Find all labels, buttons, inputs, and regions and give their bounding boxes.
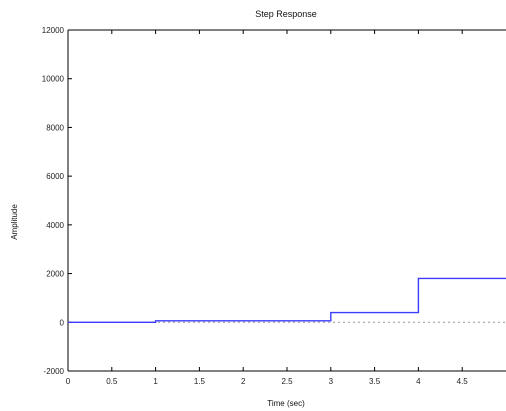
y-tick-label: 12000 <box>42 26 65 35</box>
x-tick-label: 3.5 <box>369 377 381 386</box>
x-tick-label: 4.5 <box>457 377 469 386</box>
x-tick-label: 1.5 <box>194 377 206 386</box>
x-tick-label: 0 <box>66 377 71 386</box>
x-tick-label: 2 <box>241 377 246 386</box>
chart-title: Step Response <box>255 9 317 19</box>
plot-area: 0 0.5 1 1.5 2 2.5 3 3.5 4 4.5-2000020004000600080… <box>42 26 506 386</box>
y-tick-label: 4000 <box>46 221 64 230</box>
y-tick-label: 8000 <box>46 123 64 132</box>
x-tick-label: 0.5 <box>106 377 118 386</box>
step-response-line <box>68 277 506 323</box>
y-tick-label: 0 <box>60 318 65 327</box>
y-axis-label: Amplitude <box>10 204 19 240</box>
y-tick-label: 2000 <box>46 270 64 279</box>
y-tick-label: 6000 <box>46 172 64 181</box>
x-tick-label: 3 <box>329 377 334 386</box>
y-tick-label: -2000 <box>44 367 65 376</box>
x-tick-label: 2.5 <box>281 377 293 386</box>
x-tick-label: 1 <box>153 377 158 386</box>
y-tick-label: 10000 <box>42 75 65 84</box>
x-axis-label: Time (sec) <box>267 399 305 408</box>
x-tick-label: 4 <box>416 377 421 386</box>
